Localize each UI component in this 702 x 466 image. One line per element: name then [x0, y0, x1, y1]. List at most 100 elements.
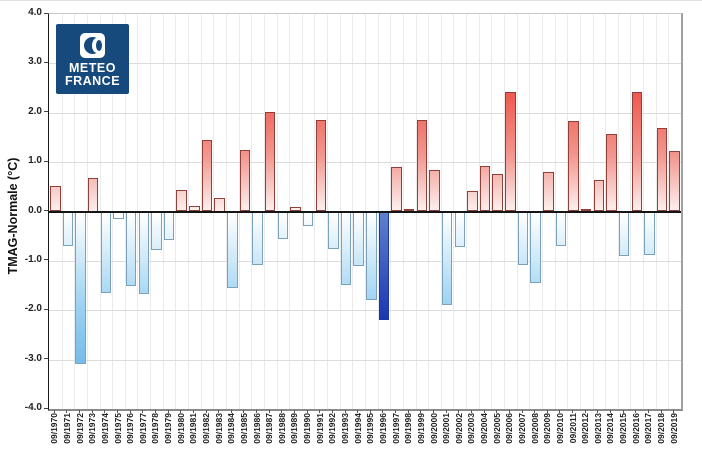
bar-09-1984[interactable]: [227, 211, 238, 288]
x-tick-label: 09/2008: [529, 413, 540, 444]
bar-09-1990[interactable]: [302, 211, 314, 227]
x-tick-label: 09/1975: [112, 413, 123, 444]
bar-09-1992[interactable]: [328, 211, 339, 250]
x-tick-label: 09/2009: [542, 413, 553, 444]
y-axis-tick: [44, 259, 48, 261]
x-axis-tick: [521, 410, 523, 413]
x-axis-tick: [483, 410, 485, 413]
bar-09-2019[interactable]: [669, 151, 680, 212]
bar-09-1994[interactable]: [353, 211, 364, 266]
x-axis-tick: [584, 410, 586, 413]
x-axis-tick: [395, 410, 397, 413]
bar-09-2017[interactable]: [644, 211, 655, 255]
bar-09-2000[interactable]: [429, 170, 440, 212]
x-tick-label: 09/2002: [453, 413, 464, 444]
bar-09-1971[interactable]: [62, 211, 74, 247]
y-tick-label: 3.0: [28, 56, 42, 68]
bar-09-1976[interactable]: [125, 211, 137, 286]
bar-09-2013[interactable]: [593, 179, 605, 212]
bar-09-2008[interactable]: [530, 211, 541, 284]
bar-09-1999[interactable]: [416, 120, 428, 212]
h-gridline: [49, 310, 681, 312]
bar-09-1987[interactable]: [264, 112, 276, 212]
x-tick-label: 09/2015: [618, 413, 629, 444]
bar-09-2011[interactable]: [568, 120, 579, 212]
x-axis-tick: [167, 410, 169, 413]
bar-09-1979[interactable]: [163, 211, 175, 240]
y-tick-label: -3.0: [24, 352, 42, 364]
y-axis-tick: [44, 308, 48, 310]
bar-09-1982[interactable]: [201, 140, 213, 212]
bar-09-1973[interactable]: [87, 177, 99, 212]
bar-09-2007[interactable]: [517, 211, 529, 265]
x-axis-tick: [673, 410, 675, 413]
meteo-france-crescent-icon: [80, 33, 105, 58]
y-tick-label: -4.0: [24, 402, 42, 413]
bar-09-1970[interactable]: [50, 186, 61, 212]
bar-09-1993[interactable]: [340, 211, 352, 286]
x-axis-tick: [268, 410, 270, 413]
bar-09-1991[interactable]: [315, 119, 326, 212]
logo-text-meteo: METEO: [69, 61, 116, 75]
bar-09-2004[interactable]: [479, 166, 491, 212]
x-tick-label: 09/2016: [630, 413, 641, 444]
bar-09-1988[interactable]: [277, 211, 289, 240]
x-axis-tick: [382, 410, 384, 413]
bar-09-1995[interactable]: [366, 211, 377, 300]
bar-09-1978[interactable]: [151, 211, 162, 250]
x-tick-label: 09/1985: [238, 413, 249, 444]
x-tick-label: 09/2014: [605, 413, 616, 444]
bar-09-1983[interactable]: [214, 197, 225, 212]
bar-09-2003[interactable]: [467, 191, 478, 212]
bar-09-2002[interactable]: [454, 211, 466, 247]
x-axis-tick: [218, 410, 220, 413]
y-tick-label: 0.0: [28, 204, 42, 216]
bar-09-1977[interactable]: [138, 211, 150, 294]
bar-09-1997[interactable]: [391, 166, 402, 212]
x-axis-tick: [508, 410, 510, 413]
h-gridline: [49, 359, 681, 361]
x-axis-tick: [622, 410, 624, 413]
h-gridline: [49, 63, 681, 65]
x-tick-label: 09/1971: [61, 413, 72, 444]
x-tick-label: 09/2018: [656, 413, 667, 444]
bar-09-1972[interactable]: [75, 211, 86, 364]
bar-09-1996[interactable]: [378, 211, 390, 321]
x-tick-label: 09/1989: [289, 413, 300, 444]
x-axis-tick: [660, 410, 662, 413]
x-axis-tick: [129, 410, 131, 413]
x-tick-label: 09/1992: [327, 413, 338, 444]
bar-09-2005[interactable]: [492, 173, 503, 212]
y-axis-tick: [44, 407, 48, 409]
bar-09-1974[interactable]: [100, 211, 112, 294]
y-axis-tick: [44, 12, 48, 14]
bar-09-2006[interactable]: [505, 91, 516, 212]
y-axis-tick: [44, 160, 48, 162]
bar-09-2001[interactable]: [441, 211, 453, 306]
bar-09-2018[interactable]: [656, 127, 668, 212]
x-tick-label: 09/2000: [428, 413, 439, 444]
y-tick-label: 4.0: [28, 7, 42, 18]
x-tick-label: 09/2019: [668, 413, 679, 444]
bar-09-2009[interactable]: [543, 171, 554, 212]
x-tick-label: 09/1994: [352, 413, 363, 444]
x-axis-tick: [445, 410, 447, 413]
bar-09-1985[interactable]: [239, 150, 251, 212]
bar-09-2016[interactable]: [631, 92, 642, 212]
x-tick-label: 09/1983: [213, 413, 224, 444]
x-tick-label: 09/2012: [580, 413, 591, 444]
bar-09-1975[interactable]: [113, 211, 124, 220]
x-tick-label: 09/1990: [302, 413, 313, 444]
bar-09-1986[interactable]: [252, 211, 263, 265]
bar-09-2015[interactable]: [618, 211, 630, 257]
x-tick-label: 09/2011: [567, 413, 578, 444]
x-axis-tick: [79, 410, 81, 413]
plot-area: METEO FRANCE: [48, 13, 683, 411]
y-tick-label: -1.0: [24, 253, 42, 265]
bar-09-1980[interactable]: [176, 190, 187, 212]
bar-09-2010[interactable]: [555, 211, 567, 246]
bar-09-2014[interactable]: [606, 134, 617, 212]
x-tick-label: 09/2006: [504, 413, 515, 444]
x-axis-tick: [470, 410, 472, 413]
